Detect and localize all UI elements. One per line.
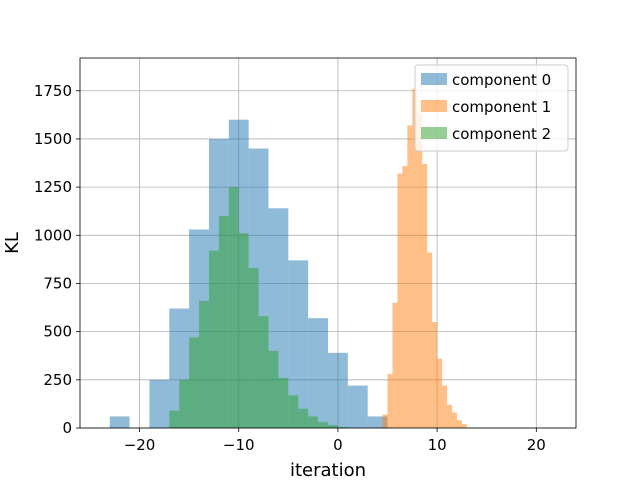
bar — [412, 88, 418, 428]
bar — [109, 416, 130, 428]
bar — [199, 300, 209, 428]
bar — [208, 250, 219, 428]
bar — [422, 163, 428, 429]
x-tick-label: −10 — [223, 436, 255, 454]
bar — [427, 252, 433, 428]
x-tick-label: 10 — [428, 436, 447, 454]
y-axis-label: KL — [2, 232, 23, 254]
bar — [461, 424, 467, 428]
y-tick-label: 750 — [43, 274, 72, 292]
x-axis-label: iteration — [290, 460, 366, 480]
x-tick-label: −20 — [124, 436, 156, 454]
legend-label: component 0 — [452, 71, 551, 89]
legend-label: component 2 — [452, 125, 551, 143]
bar — [387, 374, 393, 428]
bar — [248, 268, 259, 428]
y-tick-label: 1500 — [34, 130, 72, 148]
bar — [402, 165, 408, 428]
bar — [382, 414, 388, 428]
bar — [268, 350, 279, 428]
legend-swatch — [421, 73, 447, 85]
plot-frame — [79, 57, 577, 429]
bar — [432, 322, 438, 428]
bar — [179, 379, 190, 428]
bar — [392, 302, 398, 428]
bar — [149, 379, 170, 428]
bar — [447, 404, 452, 428]
series-2 — [169, 187, 348, 428]
bar — [318, 422, 328, 428]
bar — [407, 125, 413, 429]
y-tick-label: 0 — [62, 419, 72, 437]
bar — [228, 187, 239, 428]
bar — [308, 416, 319, 428]
bar — [288, 395, 299, 428]
bars — [109, 88, 467, 429]
legend-swatch — [421, 100, 447, 112]
bar — [288, 260, 309, 428]
ticks: −20 −10 0 10 20 0 250 500 750 1000 1250 1500 1750 — [34, 82, 546, 454]
bar — [298, 408, 309, 428]
bar — [337, 427, 348, 428]
bar — [417, 113, 423, 429]
series-1 — [382, 88, 467, 429]
bar — [278, 377, 289, 428]
bar — [328, 425, 338, 428]
x-tick-label: 20 — [527, 436, 546, 454]
bar — [397, 173, 403, 428]
x-tick-label: 0 — [333, 436, 343, 454]
y-tick-label: 1250 — [34, 178, 72, 196]
y-tick-label: 1000 — [34, 226, 72, 244]
legend-box — [414, 64, 569, 152]
bar — [238, 233, 249, 428]
bar — [189, 337, 200, 428]
bar — [308, 318, 328, 428]
bar — [169, 410, 180, 428]
bar — [452, 412, 457, 428]
y-tick-label: 500 — [43, 323, 72, 341]
bar — [328, 352, 348, 428]
legend: component 0 component 1 component 2 — [414, 64, 569, 152]
bar — [218, 216, 229, 428]
legend-label: component 1 — [452, 98, 551, 116]
legend-swatch — [421, 127, 447, 139]
bar — [456, 420, 462, 428]
y-tick-label: 250 — [43, 371, 72, 389]
bar — [347, 385, 368, 428]
bar — [437, 358, 443, 428]
y-tick-label: 1750 — [34, 82, 72, 100]
bar — [367, 416, 388, 428]
bar — [442, 385, 448, 428]
bar — [258, 316, 269, 428]
